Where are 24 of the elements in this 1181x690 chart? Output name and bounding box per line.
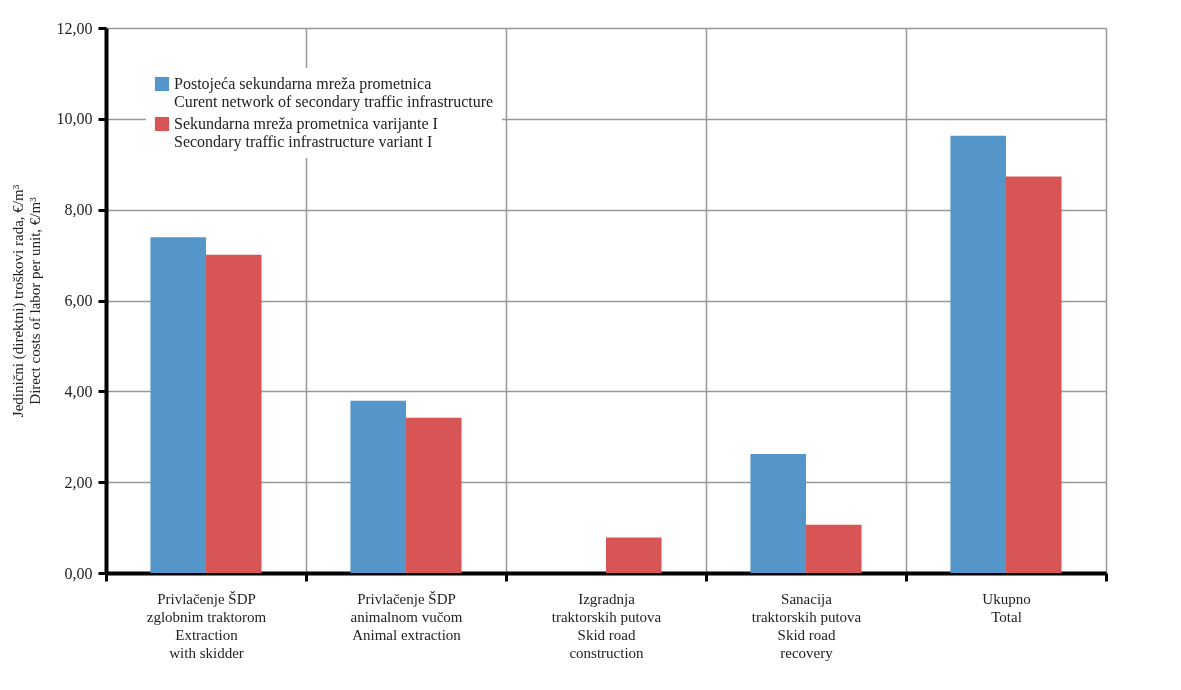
- x-tick-label: Sanacija traktorskih putova Skid road recovery: [751, 590, 862, 661]
- legend-label: Postojeća sekundarna mreža prometnica Curent network of secondary traffic infrastructure: [174, 75, 494, 111]
- bar: [1006, 176, 1062, 573]
- y-axis-title: Jedinični (direktni) troškovi rada, €/m³ Direct costs of labor per unit, €/m³: [9, 184, 43, 418]
- x-tick-label: Izgradnja traktorskih putova Skid road construction: [551, 590, 662, 661]
- x-tick-label: Privlačenje ŠDP zglobnim traktorom Extraction with skidder: [146, 590, 267, 661]
- bar: [806, 524, 862, 573]
- y-tick-label: 4,00: [64, 382, 93, 400]
- y-tick-label: 8,00: [64, 201, 93, 219]
- bar: [406, 417, 462, 573]
- y-tick-label: 6,00: [64, 292, 93, 309]
- x-tick-label: Ukupno Total: [982, 590, 1031, 625]
- bar: [206, 254, 262, 573]
- y-tick-label: 12,00: [56, 19, 93, 37]
- bar: [350, 400, 406, 573]
- y-tick-label: 10,00: [56, 110, 93, 128]
- bar: [750, 454, 806, 573]
- bar: [950, 135, 1006, 573]
- y-tick-label: 0,00: [64, 564, 93, 582]
- bar: [606, 537, 662, 573]
- legend-label: Sekundarna mreža prometnica varijante I Secondary traffic infrastructure variant I: [174, 115, 438, 151]
- x-tick-label: Privlačenje ŠDP animalnom vučom Animal extraction: [350, 590, 463, 643]
- y-tick-label: 2,00: [64, 473, 93, 491]
- bar: [150, 237, 206, 573]
